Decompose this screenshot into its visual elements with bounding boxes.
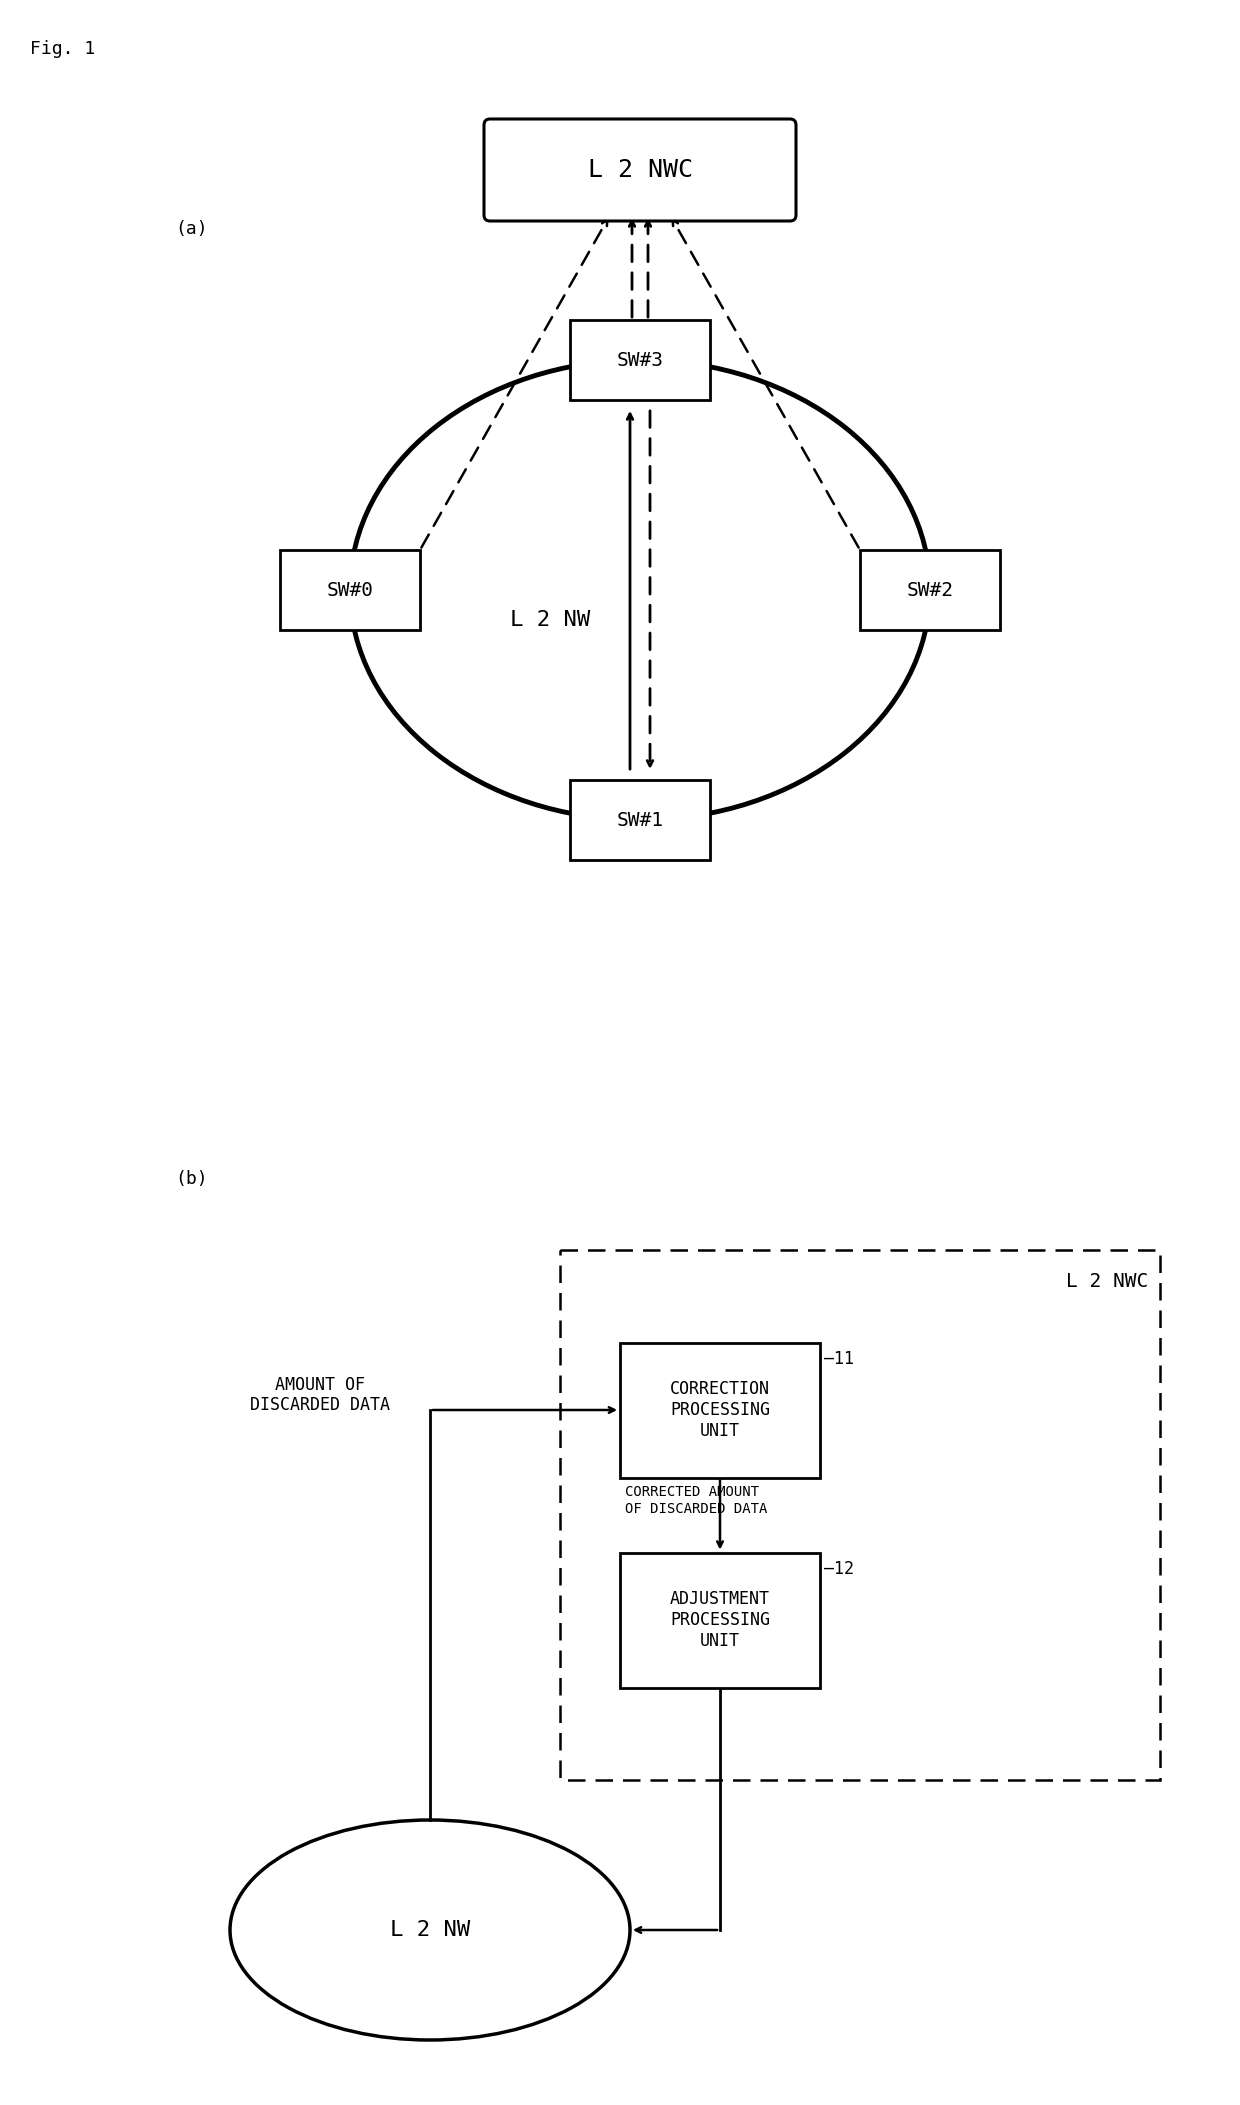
- Text: SW#3: SW#3: [616, 352, 663, 370]
- Text: (b): (b): [175, 1170, 207, 1187]
- Bar: [861, 549, 999, 629]
- Text: SW#1: SW#1: [616, 810, 663, 829]
- Bar: [560, 1250, 1159, 1781]
- Bar: [620, 1553, 820, 1688]
- Text: CORRECTION
PROCESSING
UNIT: CORRECTION PROCESSING UNIT: [670, 1381, 770, 1440]
- Text: SW#2: SW#2: [906, 581, 954, 600]
- Bar: [570, 781, 711, 861]
- Text: ADJUSTMENT
PROCESSING
UNIT: ADJUSTMENT PROCESSING UNIT: [670, 1589, 770, 1650]
- Text: L 2 NWC: L 2 NWC: [588, 158, 692, 181]
- Text: Fig. 1: Fig. 1: [30, 40, 95, 59]
- Text: L 2 NWC: L 2 NWC: [1065, 1271, 1148, 1290]
- Text: AMOUNT OF
DISCARDED DATA: AMOUNT OF DISCARDED DATA: [250, 1375, 391, 1415]
- Text: L 2 NW: L 2 NW: [510, 610, 590, 629]
- Bar: [570, 320, 711, 400]
- FancyBboxPatch shape: [484, 120, 796, 221]
- Text: L 2 NW: L 2 NW: [389, 1920, 470, 1941]
- Text: —11: —11: [825, 1351, 854, 1368]
- Text: (a): (a): [175, 221, 207, 238]
- Bar: [620, 1343, 820, 1478]
- Bar: [280, 549, 420, 629]
- Text: —12: —12: [825, 1560, 854, 1579]
- Text: SW#0: SW#0: [326, 581, 373, 600]
- Text: CORRECTED AMOUNT
OF DISCARDED DATA: CORRECTED AMOUNT OF DISCARDED DATA: [625, 1486, 768, 1516]
